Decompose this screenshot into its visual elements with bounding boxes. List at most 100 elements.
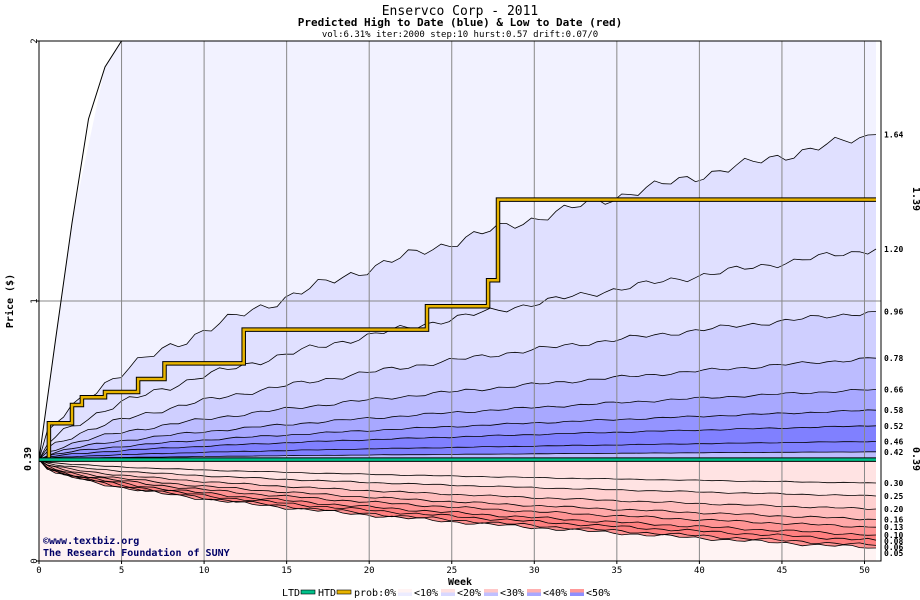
high-quantile-line-9 bbox=[38, 451, 876, 460]
x-tick-label-20: 20 bbox=[364, 566, 375, 576]
band-low-3 bbox=[39, 459, 876, 520]
band-high-1 bbox=[39, 134, 876, 460]
x-tick-label-40: 40 bbox=[694, 566, 705, 576]
y-tick-label-2: 2 bbox=[30, 38, 40, 43]
legend-swatch-red-2 bbox=[441, 589, 455, 593]
right-label-0.46: 0.46 bbox=[884, 437, 903, 446]
right-label-0.06: 0.06 bbox=[884, 543, 903, 552]
right-label-0.42: 0.42 bbox=[884, 448, 903, 457]
credit-copyright: ©www.textbiz.org bbox=[43, 535, 139, 547]
band-high-6 bbox=[39, 409, 876, 460]
right-label-1.64: 1.64 bbox=[884, 131, 903, 140]
legend-swatch-blue-1 bbox=[398, 592, 412, 596]
right-label-0.52: 0.52 bbox=[884, 422, 903, 431]
band-high-4 bbox=[39, 357, 876, 460]
high-quantile-line-1 bbox=[38, 134, 877, 460]
band-low-2 bbox=[39, 459, 876, 510]
credit-block: ©www.textbiz.org The Research Foundation… bbox=[43, 535, 230, 559]
high-quantile-line-3 bbox=[38, 311, 877, 460]
x-axis-label: Week bbox=[448, 577, 472, 588]
y-tick-label-1: 1 bbox=[30, 298, 40, 303]
y-tick-label-0: 0 bbox=[30, 558, 40, 563]
x-tick-label-35: 35 bbox=[611, 566, 622, 576]
simulation-params: vol:6.31% iter:2000 step:10 hurst:0.57 d… bbox=[322, 30, 598, 40]
y-axis-ticks: 0 1 2 bbox=[30, 38, 40, 563]
chart-subtitle: Predicted High to Date (blue) & Low to D… bbox=[298, 16, 623, 29]
x-tick-label-10: 10 bbox=[199, 566, 210, 576]
legend-swatch-red-4 bbox=[527, 589, 541, 593]
band-low-7 bbox=[39, 459, 876, 546]
right-label-0.58: 0.58 bbox=[884, 406, 903, 415]
right-label-0.78: 0.78 bbox=[884, 354, 903, 363]
right-label-0.20: 0.20 bbox=[884, 505, 903, 514]
band-high-8 bbox=[39, 441, 876, 460]
legend-htd-label: HTD bbox=[318, 588, 336, 599]
x-tick-label-30: 30 bbox=[529, 566, 540, 576]
low-quantile-line-6 bbox=[38, 459, 877, 536]
right-label-0.10: 0.10 bbox=[884, 531, 903, 540]
right-label-0.08: 0.08 bbox=[884, 537, 903, 546]
low-quantile-line-7 bbox=[38, 459, 877, 541]
legend: LTD HTD prob:0% <10% <20% <30% <40% <50% bbox=[282, 588, 610, 599]
legend-swatch-blue-2 bbox=[441, 592, 455, 596]
grid-lines bbox=[39, 41, 881, 561]
band-high-2 bbox=[39, 249, 876, 460]
quantile-lines bbox=[38, 134, 877, 549]
band-low-6 bbox=[39, 459, 876, 541]
band-low-5 bbox=[39, 459, 876, 536]
legend-bin-label-2: <20% bbox=[457, 588, 481, 599]
low-quantile-line-4 bbox=[38, 459, 877, 521]
legend-bin-label-4: <40% bbox=[543, 588, 567, 599]
max-curve bbox=[38, 40, 122, 460]
x-tick-label-45: 45 bbox=[777, 566, 788, 576]
right-label-0.13: 0.13 bbox=[884, 523, 903, 532]
legend-bins: <10% <20% <30% <40% <50% bbox=[398, 588, 610, 599]
low-quantile-line-1 bbox=[38, 459, 877, 484]
right-label-0.96: 0.96 bbox=[884, 307, 903, 316]
high-quantile-line-8 bbox=[38, 441, 877, 460]
right-label-0.30: 0.30 bbox=[884, 479, 903, 488]
right-quantile-labels: 1.64 1.20 0.96 0.78 0.66 0.58 0.52 0.46 0.42 0.30… bbox=[884, 131, 903, 558]
legend-swatch-red-5 bbox=[570, 589, 584, 593]
high-quantile-line-4 bbox=[38, 357, 877, 460]
legend-bin-label-5: <50% bbox=[586, 588, 610, 599]
y-axis-label: Price ($) bbox=[4, 274, 16, 328]
htd-end-label: 1.39 bbox=[910, 187, 920, 211]
legend-swatch-blue-4 bbox=[527, 592, 541, 596]
legend-htd-swatch bbox=[336, 589, 352, 595]
band-low-4 bbox=[39, 459, 876, 528]
x-tick-label-5: 5 bbox=[119, 566, 124, 576]
ltd-end-label: 0.39 bbox=[910, 447, 920, 471]
credit-organization: The Research Foundation of SUNY bbox=[43, 547, 230, 559]
band-low-1 bbox=[39, 459, 876, 496]
low-quantile-line-9 bbox=[38, 459, 877, 549]
legend-swatch-blue-5 bbox=[570, 592, 584, 596]
right-label-0.16: 0.16 bbox=[884, 515, 903, 524]
chart-title: Enservco Corp - 2011 bbox=[382, 4, 539, 19]
legend-swatch-blue-3 bbox=[484, 592, 498, 596]
x-tick-label-25: 25 bbox=[446, 566, 457, 576]
band-high-3 bbox=[39, 311, 876, 460]
legend-ltd-swatch bbox=[300, 589, 316, 595]
start-price-label: 0.39 bbox=[23, 447, 34, 471]
high-quantile-line-5 bbox=[38, 388, 877, 460]
legend-ltd-label: LTD bbox=[282, 588, 300, 599]
legend-bin-label-3: <30% bbox=[500, 588, 524, 599]
legend-swatch-red-3 bbox=[484, 589, 498, 593]
band-low-inner bbox=[39, 459, 876, 483]
legend-prob-label: prob:0% bbox=[354, 588, 396, 599]
band-high-5 bbox=[39, 389, 876, 460]
x-tick-label-50: 50 bbox=[859, 566, 870, 576]
price-series bbox=[39, 197, 876, 462]
low-quantile-line-3 bbox=[38, 459, 877, 510]
low-quantile-line-5 bbox=[38, 459, 877, 528]
x-tick-label-15: 15 bbox=[281, 566, 292, 576]
htd-line bbox=[39, 198, 876, 461]
low-quantile-line-2 bbox=[38, 459, 877, 497]
right-label-0.05: 0.05 bbox=[884, 549, 903, 558]
x-tick-label-0: 0 bbox=[36, 566, 41, 576]
x-axis-ticks: 0 5 10 15 20 25 30 35 40 45 50 bbox=[36, 561, 870, 576]
right-label-1.20: 1.20 bbox=[884, 245, 903, 254]
high-quantile-line-7 bbox=[38, 425, 877, 460]
